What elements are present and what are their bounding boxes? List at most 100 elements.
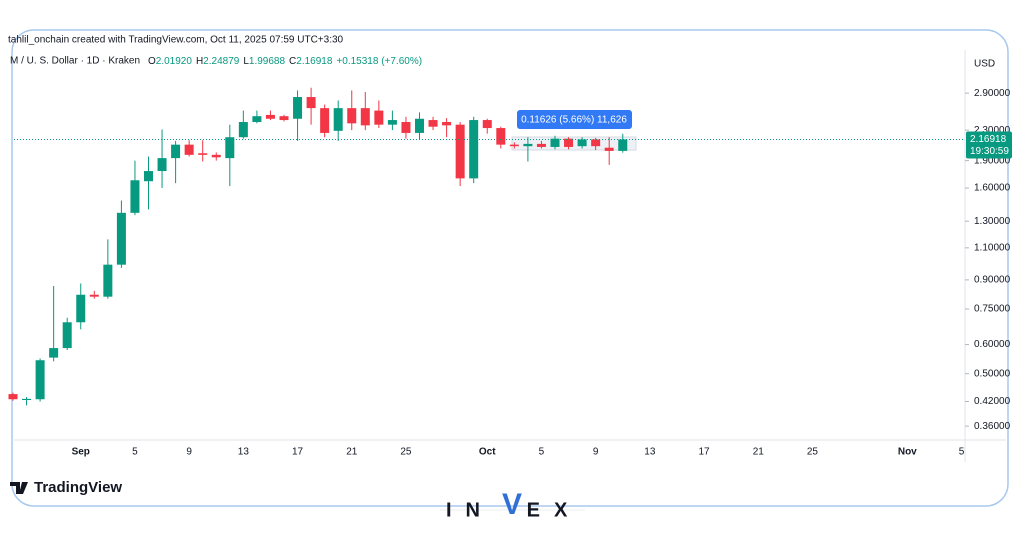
x-tick-label: 13 [644,447,656,458]
measure-range [511,136,637,151]
ohlc-value: 1.99688 [249,56,286,67]
candle-body [306,97,316,109]
ohlc-key: H [196,56,203,67]
x-tick-label: 13 [238,447,250,458]
x-tick-label: 9 [186,447,192,458]
candle-body [49,348,59,358]
candle-body [130,180,140,213]
y-tick-label: 0.50000 [974,368,1011,379]
y-tick-label: 0.75000 [974,304,1011,315]
candle-body [89,294,99,297]
x-tick-label: 21 [346,447,358,458]
logo-mark [10,482,28,494]
annotation-box [517,110,632,129]
credit: tahlil_onchain created with TradingView.… [8,35,344,46]
x-tick-label: 21 [753,447,765,458]
candle-body [333,108,343,131]
y-tick-label: 2.90000 [974,88,1011,99]
candle-body [35,360,45,400]
x-tick-label: Sep [72,447,90,458]
candle-body [238,122,248,138]
candle-body [76,294,86,323]
x-tick-label: 17 [292,447,304,458]
ohlc-key: O [148,56,156,67]
candle-body [225,137,235,159]
candle-body [401,122,411,133]
candle-body [198,153,208,155]
y-tick-label: 0.90000 [974,275,1011,286]
change: +0.15318 (+7.60%) [336,56,422,67]
candle-body [184,144,194,155]
y-tick-label: 1.30000 [974,216,1011,227]
y-tick-label: 0.36000 [974,421,1011,432]
x-tick-label: 25 [400,447,412,458]
candle-body [157,158,167,172]
last-price-label: 2.16918 [970,134,1007,145]
candle-body [604,147,614,151]
candle-body [171,144,181,159]
candle-body [577,139,587,147]
watermark: V [502,488,522,521]
candle-body [293,97,303,119]
x-tick-label: Nov [898,447,917,458]
candle-body [550,138,560,147]
last-price-box [966,131,1012,159]
candle-body [252,116,262,123]
watermark: EX [527,499,582,521]
y-tick-label: 1.60000 [974,183,1011,194]
candle-body [103,264,113,297]
y-tick-label: 2.30000 [974,125,1011,136]
x-tick-label: 25 [807,447,819,458]
ohlc-value: 2.16918 [296,56,333,67]
x-tick-label: 17 [698,447,710,458]
candle-body [564,138,574,147]
ohlc-value: 2.01920 [156,56,193,67]
candle-body [415,118,424,133]
branding-logo [10,482,28,494]
ohlc-legend: O2.01920 H2.24879 L1.99688 C2.16918 +0.15318… [148,56,422,67]
watermark: IN [446,499,494,521]
candle-body [618,139,628,151]
candle-body [22,398,32,400]
candle-body [469,120,479,179]
candle-body [428,120,438,127]
ohlc-key: L [243,56,249,67]
candle-body [509,144,519,147]
candle-body [536,143,546,147]
candle-body [374,110,384,125]
candle-body [591,139,601,147]
candle-body [320,108,330,133]
plot: 2.90000 2.30000 1.90000 1.60000 1.30000 1.100… [8,87,1011,458]
frame [11,29,1009,507]
candle-body [360,108,370,126]
ohlc-key: C [289,56,296,67]
candle-body [116,212,126,265]
chart-title: M / U. S. Dollar · 1D · Kraken [10,56,140,67]
candle-body [442,122,452,126]
candle-body [482,120,492,129]
x-tick-label: Oct [479,447,496,458]
candle-body [62,322,72,349]
candle-body [455,124,465,179]
currency: USD [974,59,995,70]
candle-body [8,394,18,400]
annotation: 0.11626 (5.66%) 11,626 [521,115,627,126]
ohlc-value: 2.24879 [203,56,240,67]
x-tick-label: 5 [959,447,965,458]
candle-body [265,114,275,119]
x-tick-label: 5 [539,447,545,458]
y-tick-label: 0.42000 [974,396,1011,407]
branding: TradingView [34,479,122,496]
candle-body [144,171,153,182]
countdown: 19:30:59 [970,146,1009,157]
candle-body [523,143,533,147]
candle-body [279,116,289,121]
x-tick-label: 9 [593,447,599,458]
y-tick-label: 1.10000 [974,242,1011,253]
candle-body [347,108,357,124]
candle-body [387,120,397,125]
x-tick-label: 5 [132,447,138,458]
y-tick-label: 0.60000 [974,339,1011,350]
